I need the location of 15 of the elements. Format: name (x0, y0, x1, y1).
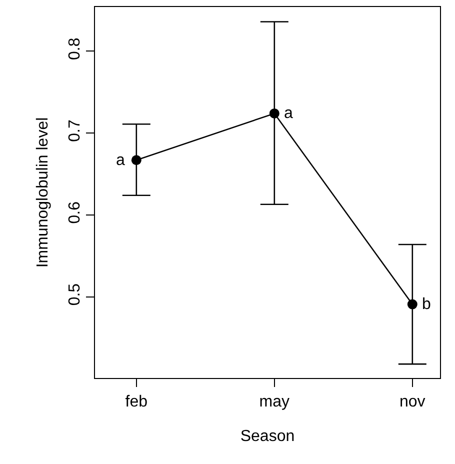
y-tick-label: 0.6 (66, 201, 84, 224)
x-tick-label: may (259, 393, 290, 410)
annotation: a (116, 152, 125, 169)
y-tick-label: 0.7 (66, 120, 84, 142)
point (407, 299, 418, 310)
annotation: b (422, 296, 431, 313)
point (269, 108, 280, 118)
annotation: a (284, 105, 293, 122)
y-axis-title: Immunoglobulin level (34, 117, 52, 268)
y-tick-label: 0.5 (66, 283, 84, 306)
x-tick-label: nov (400, 393, 426, 410)
point (131, 155, 142, 166)
x-tick-label: feb (125, 393, 148, 410)
y-tick-label: 0.8 (66, 38, 84, 60)
x-axis-title: Season (240, 428, 295, 446)
